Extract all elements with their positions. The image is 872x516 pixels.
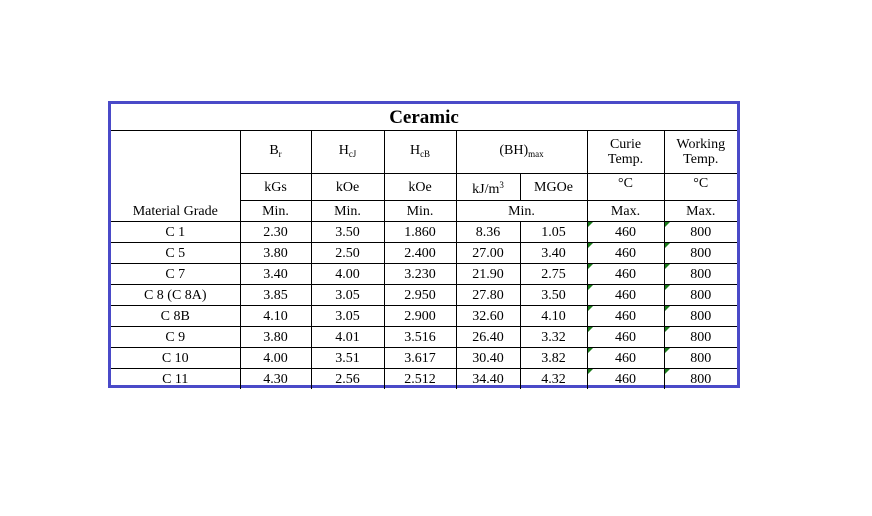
cell-kj: 21.90 [455, 263, 521, 285]
cell-curie: 460 [586, 221, 665, 243]
cell-grade: C 5 [111, 242, 241, 264]
cell-working: 800 [663, 263, 738, 285]
table-title: Ceramic [111, 104, 738, 131]
bh-kj-unit: kJ/m3 [455, 173, 521, 201]
cell-hcj: 4.00 [310, 263, 385, 285]
cell-hcj: 3.05 [310, 305, 385, 327]
table-row: C 1 2.30 3.50 1.860 8.36 1.05 460 800 [111, 221, 738, 243]
hcb-header: HcB [383, 130, 457, 174]
cell-curie: 460 [586, 347, 665, 369]
cell-curie: 460 [586, 284, 665, 306]
cell-hcb: 1.860 [383, 221, 457, 243]
cell-hcb: 3.516 [383, 326, 457, 348]
cell-grade: C 10 [111, 347, 241, 369]
table-row: C 8B 4.10 3.05 2.900 32.60 4.10 460 800 [111, 305, 738, 327]
cell-kj: 30.40 [455, 347, 521, 369]
working-unit: °C [663, 173, 738, 201]
cell-kj: 27.80 [455, 284, 521, 306]
cell-kj: 32.60 [455, 305, 521, 327]
ceramic-table-frame: Ceramic Material Grade Br HcJ HcB (BH)ma… [108, 101, 740, 389]
cell-kj: 8.36 [455, 221, 521, 243]
bh-mgoe-unit: MGOe [519, 173, 588, 201]
hcj-header: HcJ [310, 130, 385, 174]
cell-working: 800 [663, 368, 738, 389]
cell-hcj: 3.51 [310, 347, 385, 369]
cell-hcj: 3.50 [310, 221, 385, 243]
bh-limit: Min. [455, 200, 588, 222]
table-row: C 5 3.80 2.50 2.400 27.00 3.40 460 800 [111, 242, 738, 264]
cell-hcj: 2.56 [310, 368, 385, 389]
grade-header: Material Grade [111, 130, 241, 222]
cell-hcb: 3.617 [383, 347, 457, 369]
cell-hcb: 3.230 [383, 263, 457, 285]
table-row: C 10 4.00 3.51 3.617 30.40 3.82 460 800 [111, 347, 738, 369]
cell-mgoe: 3.40 [519, 242, 588, 264]
br-limit: Min. [239, 200, 312, 222]
cell-mgoe: 4.10 [519, 305, 588, 327]
cell-grade: C 1 [111, 221, 241, 243]
br-unit: kGs [239, 173, 312, 201]
cell-mgoe: 3.32 [519, 326, 588, 348]
cell-kj: 27.00 [455, 242, 521, 264]
cell-curie: 460 [586, 242, 665, 264]
cell-br: 3.80 [239, 242, 312, 264]
cell-hcb: 2.400 [383, 242, 457, 264]
working-limit: Max. [663, 200, 738, 222]
cell-working: 800 [663, 221, 738, 243]
cell-working: 800 [663, 305, 738, 327]
cell-grade: C 8 (C 8A) [111, 284, 241, 306]
cell-grade: C 7 [111, 263, 241, 285]
curie-limit: Max. [586, 200, 665, 222]
curie-unit: °C [586, 173, 665, 201]
cell-grade: C 9 [111, 326, 241, 348]
cell-curie: 460 [586, 368, 665, 389]
cell-mgoe: 3.50 [519, 284, 588, 306]
cell-br: 4.30 [239, 368, 312, 389]
hcj-unit: kOe [310, 173, 385, 201]
cell-br: 4.10 [239, 305, 312, 327]
cell-grade: C 8B [111, 305, 241, 327]
cell-working: 800 [663, 242, 738, 264]
table-row: C 9 3.80 4.01 3.516 26.40 3.32 460 800 [111, 326, 738, 348]
cell-mgoe: 3.82 [519, 347, 588, 369]
cell-mgoe: 4.32 [519, 368, 588, 389]
cell-working: 800 [663, 284, 738, 306]
cell-kj: 26.40 [455, 326, 521, 348]
cell-hcj: 4.01 [310, 326, 385, 348]
cell-curie: 460 [586, 326, 665, 348]
cell-hcb: 2.512 [383, 368, 457, 389]
cell-br: 3.40 [239, 263, 312, 285]
cell-curie: 460 [586, 263, 665, 285]
cell-br: 2.30 [239, 221, 312, 243]
cell-mgoe: 1.05 [519, 221, 588, 243]
table-row: C 8 (C 8A) 3.85 3.05 2.950 27.80 3.50 460 800 [111, 284, 738, 306]
cell-curie: 460 [586, 305, 665, 327]
curie-temp-header: Curie Temp. [586, 130, 665, 174]
working-temp-header: Working Temp. [663, 130, 738, 174]
bh-max-header: (BH)max [455, 130, 588, 174]
cell-hcb: 2.900 [383, 305, 457, 327]
cell-working: 800 [663, 347, 738, 369]
cell-br: 3.80 [239, 326, 312, 348]
cell-grade: C 11 [111, 368, 241, 389]
cell-br: 3.85 [239, 284, 312, 306]
table-row: C 11 4.30 2.56 2.512 34.40 4.32 460 800 [111, 368, 738, 389]
hcb-limit: Min. [383, 200, 457, 222]
hcb-unit: kOe [383, 173, 457, 201]
br-header: Br [239, 130, 312, 174]
cell-working: 800 [663, 326, 738, 348]
cell-hcb: 2.950 [383, 284, 457, 306]
cell-mgoe: 2.75 [519, 263, 588, 285]
ceramic-properties-table: Ceramic Material Grade Br HcJ HcB (BH)ma… [111, 104, 738, 389]
hcj-limit: Min. [310, 200, 385, 222]
cell-hcj: 2.50 [310, 242, 385, 264]
cell-br: 4.00 [239, 347, 312, 369]
cell-hcj: 3.05 [310, 284, 385, 306]
table-row: C 7 3.40 4.00 3.230 21.90 2.75 460 800 [111, 263, 738, 285]
cell-kj: 34.40 [455, 368, 521, 389]
